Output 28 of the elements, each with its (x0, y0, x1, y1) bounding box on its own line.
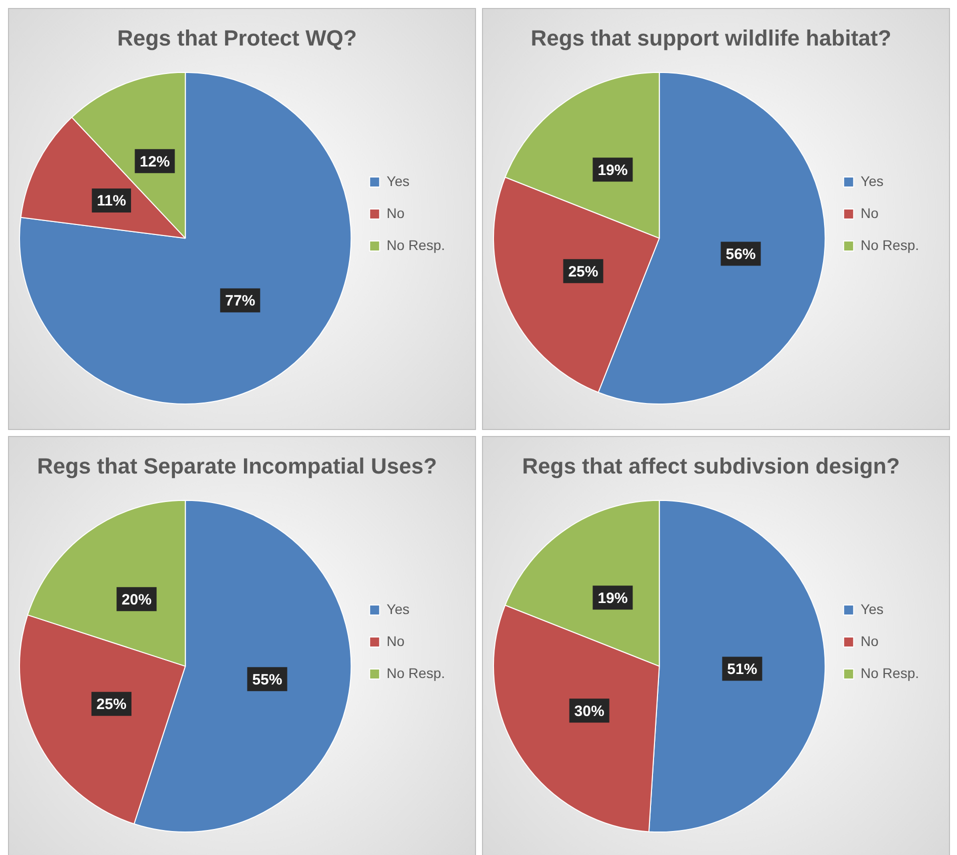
legend-label: No Resp. (860, 664, 919, 681)
data-label: 56% (726, 246, 756, 263)
data-label: 12% (140, 153, 170, 170)
legend-label: No Resp. (386, 236, 445, 253)
data-label: 19% (598, 590, 628, 607)
data-label: 11% (96, 192, 126, 210)
chart-title: Regs that support wildlife habitat? (530, 25, 892, 50)
legend-label: No (386, 204, 405, 221)
data-label: 19% (598, 162, 628, 179)
legend-label: No Resp. (860, 236, 919, 253)
legend-label: Yes (860, 172, 884, 189)
legend-label: No (386, 632, 405, 649)
chart-title: Regs that Protect WQ? (117, 25, 357, 50)
data-label: 55% (252, 671, 282, 688)
data-label: 25% (96, 696, 126, 713)
data-label: 30% (574, 702, 604, 720)
data-label: 20% (122, 591, 152, 608)
chart-title: Regs that Separate Incompatial Uses? (37, 453, 437, 478)
data-label: 51% (727, 660, 758, 678)
legend-label: No (860, 204, 879, 221)
data-label: 77% (225, 292, 256, 310)
legend-label: No (860, 632, 879, 649)
legend-label: No Resp. (386, 664, 445, 681)
legend-label: Yes (386, 600, 410, 617)
data-label: 25% (568, 263, 598, 280)
chart-title: Regs that affect subdivsion design? (522, 453, 900, 478)
legend-label: Yes (386, 172, 410, 189)
legend-label: Yes (860, 600, 884, 617)
